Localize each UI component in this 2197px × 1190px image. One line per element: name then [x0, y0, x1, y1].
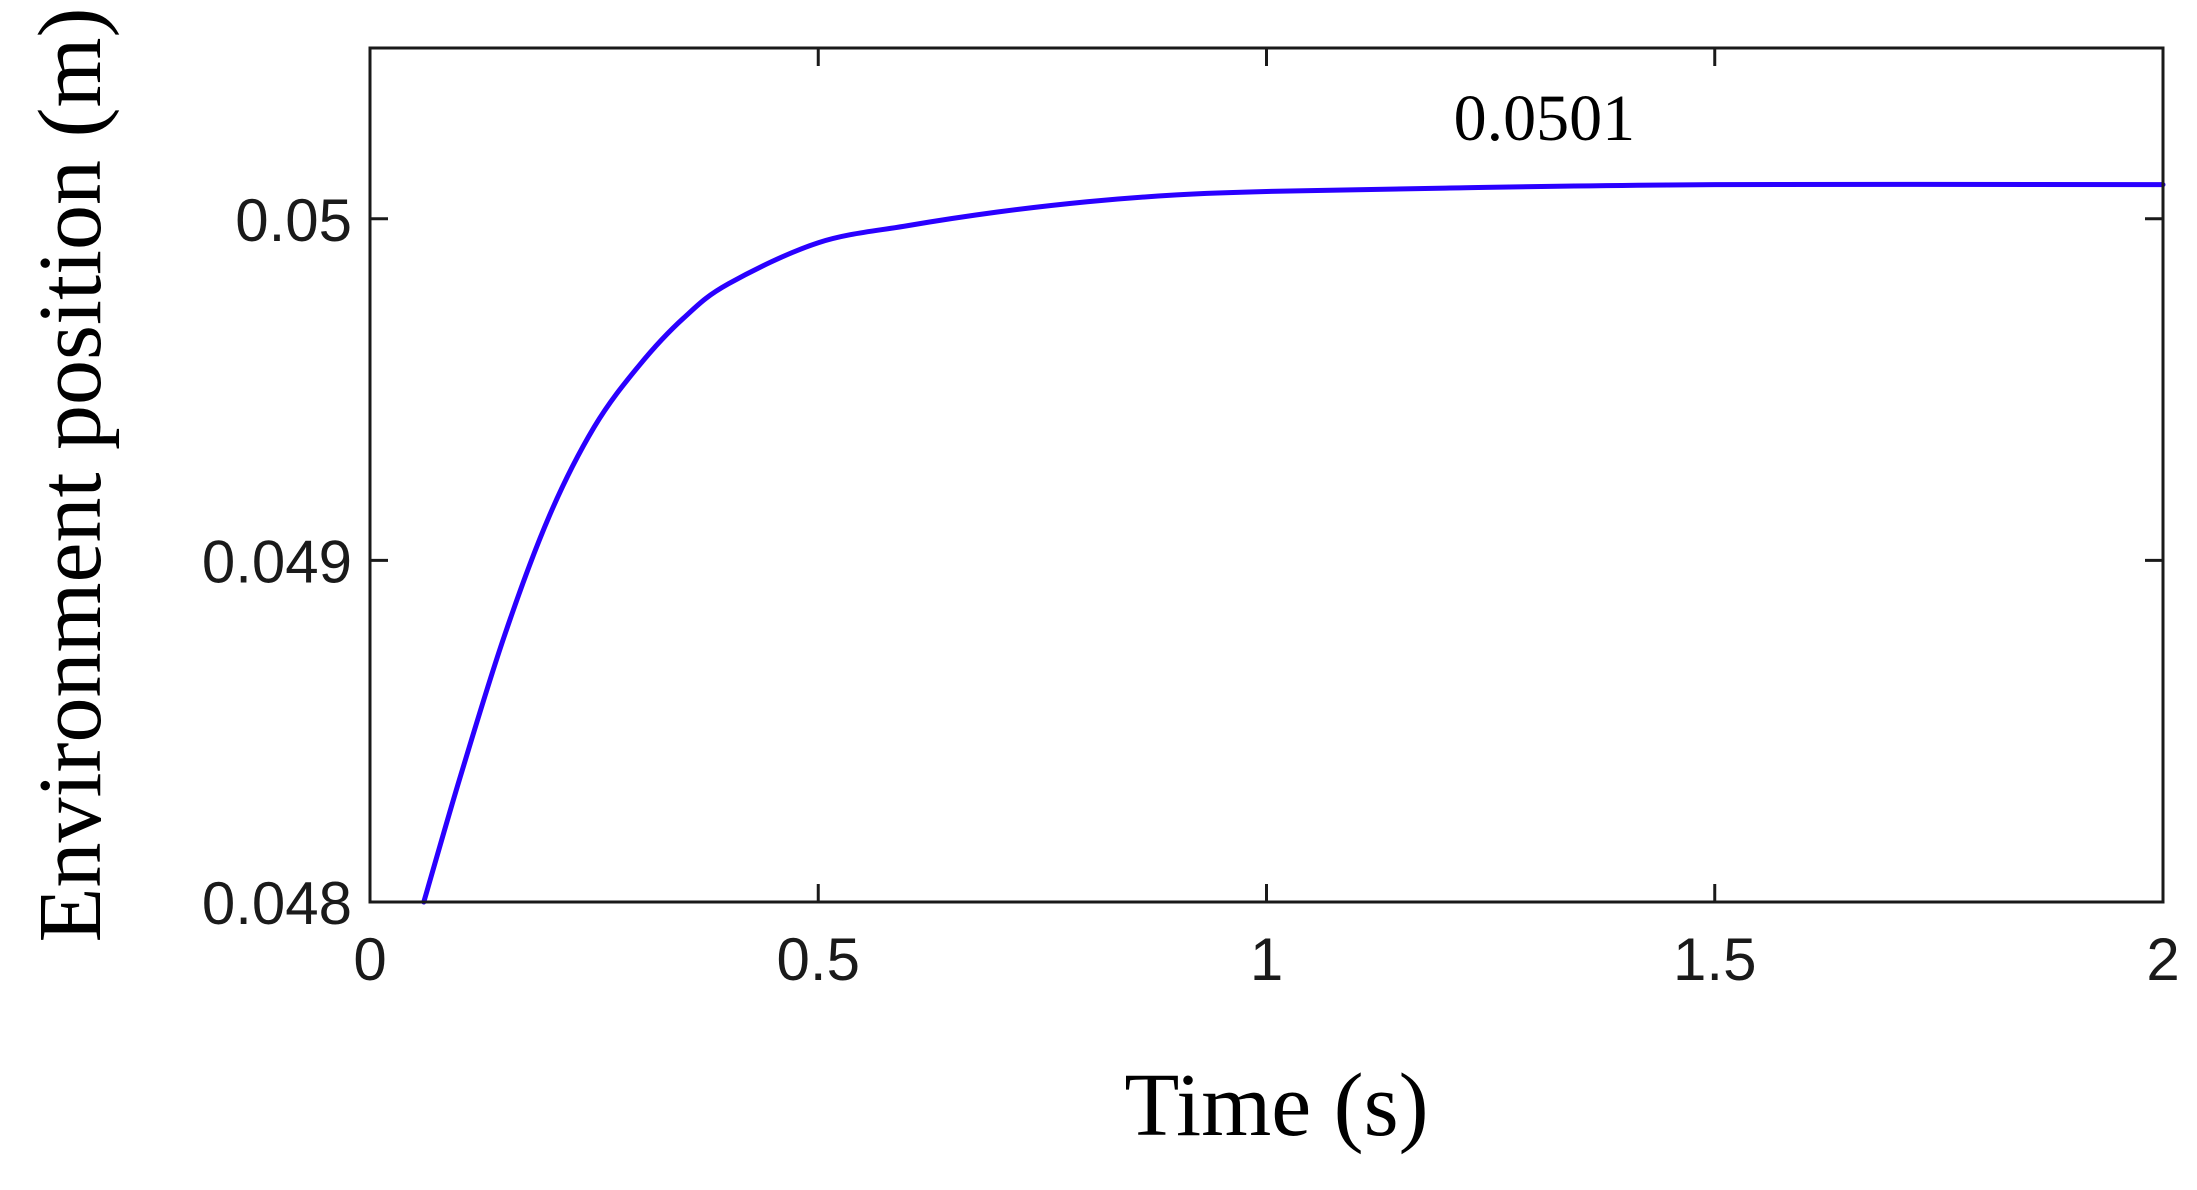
value-annotation: 0.0501 — [1454, 82, 1636, 155]
x-tick-label: 1.5 — [1673, 926, 1756, 993]
x-tick-label: 2 — [2146, 926, 2179, 993]
y-tick-label: 0.049 — [202, 528, 352, 595]
x-tick-label: 0 — [353, 926, 386, 993]
y-axis-label: Environment position (m) — [21, 8, 120, 943]
y-tick-label: 0.048 — [202, 870, 352, 937]
x-axis-label: Time (s) — [1124, 1056, 1428, 1155]
series-line — [421, 181, 2166, 905]
x-tick-label: 0.5 — [777, 926, 860, 993]
y-tick-label: 0.05 — [235, 187, 352, 254]
x-tick-label: 1 — [1250, 926, 1283, 993]
